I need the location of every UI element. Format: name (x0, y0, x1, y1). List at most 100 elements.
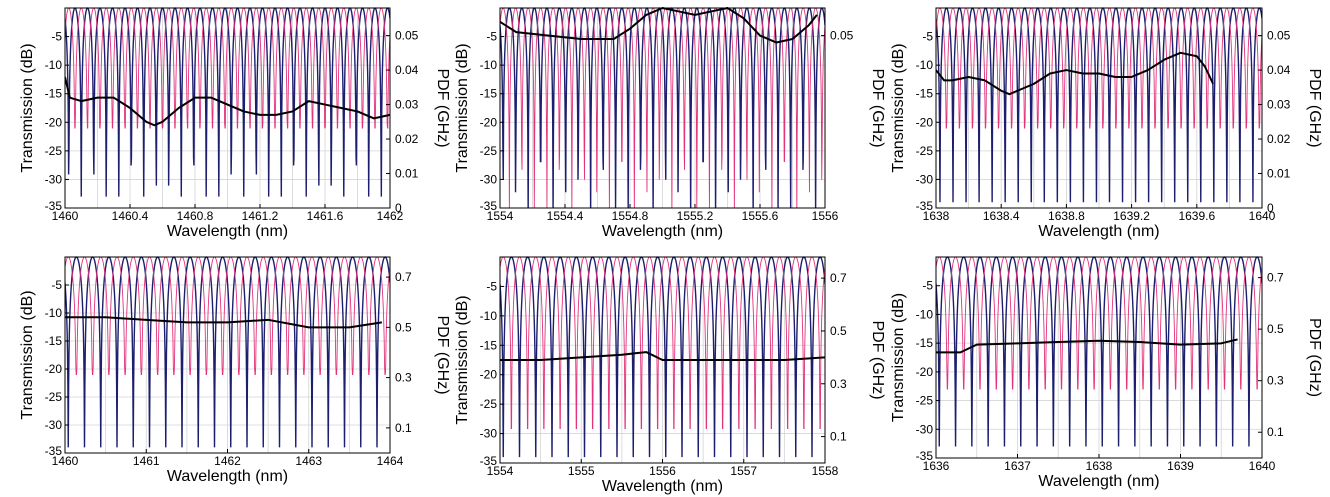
x-axis-label: Wavelength (nm) (602, 478, 723, 495)
y-axis-label: Transmission (dB) (890, 43, 907, 172)
y-tick-label: -5 (51, 30, 62, 44)
y-tick-label: -15 (45, 334, 63, 348)
y-tick-label: -15 (480, 338, 498, 352)
series-pdf-line (500, 7, 818, 44)
y2-tick-label: 0.1 (395, 421, 412, 435)
y2-axis-label: PDF (GHz) (434, 315, 451, 394)
y2-tick-label: 0.1 (1267, 425, 1284, 439)
y2-tick-label: 0.3 (830, 377, 847, 391)
x-axis-label: Wavelength (nm) (1038, 223, 1159, 240)
y-tick-label: -20 (480, 368, 498, 382)
y2-tick-label: 0.5 (395, 320, 412, 334)
y2-tick-label: 0.05 (830, 29, 854, 43)
x-tick-label: 1556 (812, 209, 839, 223)
y-tick-label: -30 (480, 427, 498, 441)
x-tick-label: 1638.8 (1048, 209, 1085, 223)
x-tick-label: 1461.6 (307, 209, 344, 223)
y-axis-label: Transmission (dB) (454, 295, 471, 424)
x-axis-label: Wavelength (nm) (167, 468, 288, 485)
y-tick-label: -10 (45, 306, 63, 320)
y-tick-label: -10 (480, 58, 498, 72)
y-tick-label: -5 (51, 278, 62, 292)
x-tick-label: 1462 (214, 454, 241, 468)
y-tick-label: -35 (45, 199, 63, 213)
y-tick-label: -5 (922, 279, 933, 293)
y2-tick-label: 0.7 (1267, 271, 1284, 285)
y2-tick-label: 0.7 (830, 271, 847, 285)
plot-frame (64, 7, 391, 209)
y-tick-label: -35 (916, 199, 934, 213)
y-tick-label: -30 (916, 172, 934, 186)
x-tick-label: 1460.8 (177, 209, 214, 223)
y2-tick-label: 0.7 (395, 270, 412, 284)
y2-tick-label: 0.5 (1267, 322, 1284, 336)
x-tick-label: 1461.2 (242, 209, 279, 223)
x-tick-label: 1462 (377, 209, 404, 223)
x-tick-label: 1639.2 (1113, 209, 1150, 223)
x-axis-label: Wavelength (nm) (167, 223, 288, 240)
y-tick-label: -20 (916, 115, 934, 129)
y-tick-label: -15 (916, 336, 934, 350)
y2-tick-label: 0.03 (395, 98, 419, 112)
series-pdf-line (936, 51, 1215, 96)
x-tick-label: 1639.6 (1178, 209, 1215, 223)
x-tick-label: 1637 (1004, 459, 1031, 473)
y2-axis-label: PDF (GHz) (869, 68, 886, 147)
y2-tick-label: 0.05 (1267, 29, 1291, 43)
y2-tick-label: 0.04 (1267, 63, 1291, 77)
y-tick-label: -10 (45, 58, 63, 72)
y-axis-label: Transmission (dB) (454, 43, 471, 172)
y-tick-label: -5 (486, 279, 497, 293)
x-tick-label: 1464 (377, 454, 404, 468)
x-tick-label: 1460 (52, 454, 79, 468)
y2-tick-label: 0.04 (395, 63, 419, 77)
y-axis-label: Transmission (dB) (19, 43, 36, 172)
y-tick-label: -35 (916, 449, 934, 463)
x-tick-label: 1463 (295, 454, 322, 468)
y2-axis-label: PDF (GHz) (1306, 68, 1323, 147)
y-tick-label: -10 (916, 307, 934, 321)
y-tick-label: -30 (45, 172, 63, 186)
x-tick-label: 1640 (1249, 209, 1276, 223)
x-axis-label: Wavelength (nm) (602, 223, 723, 240)
panel-1: 1460 1460.4 1460.8 1461.2 1461.6 1462 -5 -10 -15… (19, 7, 451, 240)
y-tick-label: -15 (916, 87, 934, 101)
x-tick-label: 1558 (812, 464, 839, 478)
x-tick-label: 1638.4 (983, 209, 1020, 223)
y-tick-label: -30 (480, 172, 498, 186)
panel-4: 1460 1461 1462 1463 1464 -5 -10 -15 -20 -25 -30 -35… (19, 256, 451, 485)
y-tick-label: -25 (480, 397, 498, 411)
panel-5: 1554 1555 1556 1557 1558 -5 -10 -15 -20 -25 -30 -35… (454, 256, 886, 495)
y2-axis-label: PDF (GHz) (1306, 318, 1323, 397)
series-pdf-line (936, 338, 1238, 354)
y2-axis-label: PDF (GHz) (434, 68, 451, 147)
x-tick-label: 1640 (1249, 459, 1276, 473)
y2-tick-label: 0.1 (830, 430, 847, 444)
x-tick-label: 1638 (923, 209, 950, 223)
y-tick-label: -5 (486, 30, 497, 44)
x-tick-label: 1557 (730, 464, 757, 478)
x-tick-label: 1460.4 (112, 209, 149, 223)
x-tick-label: 1554.4 (547, 209, 584, 223)
x-tick-label: 1639 (1167, 459, 1194, 473)
y-tick-label: -15 (45, 87, 63, 101)
y2-tick-label: 0.02 (395, 132, 419, 146)
y2-tick-label: 0.01 (1267, 167, 1291, 181)
series-pdf-line (500, 351, 825, 361)
series-pink-comb (500, 256, 825, 429)
x-axis-label: Wavelength (nm) (1038, 473, 1159, 490)
y2-tick-label: 0.05 (395, 29, 419, 43)
series-blue-comb (65, 7, 390, 197)
y-tick-label: -25 (916, 144, 934, 158)
x-tick-label: 1460 (52, 209, 79, 223)
y-tick-label: -20 (45, 115, 63, 129)
y-tick-label: -25 (480, 144, 498, 158)
x-tick-label: 1554 (487, 209, 514, 223)
y-tick-label: -25 (45, 390, 63, 404)
x-tick-label: 1555 (568, 464, 595, 478)
series-pdf-line (65, 316, 383, 329)
y-tick-label: -20 (916, 365, 934, 379)
x-tick-label: 1556 (649, 464, 676, 478)
y2-tick-label: 0.3 (395, 371, 412, 385)
